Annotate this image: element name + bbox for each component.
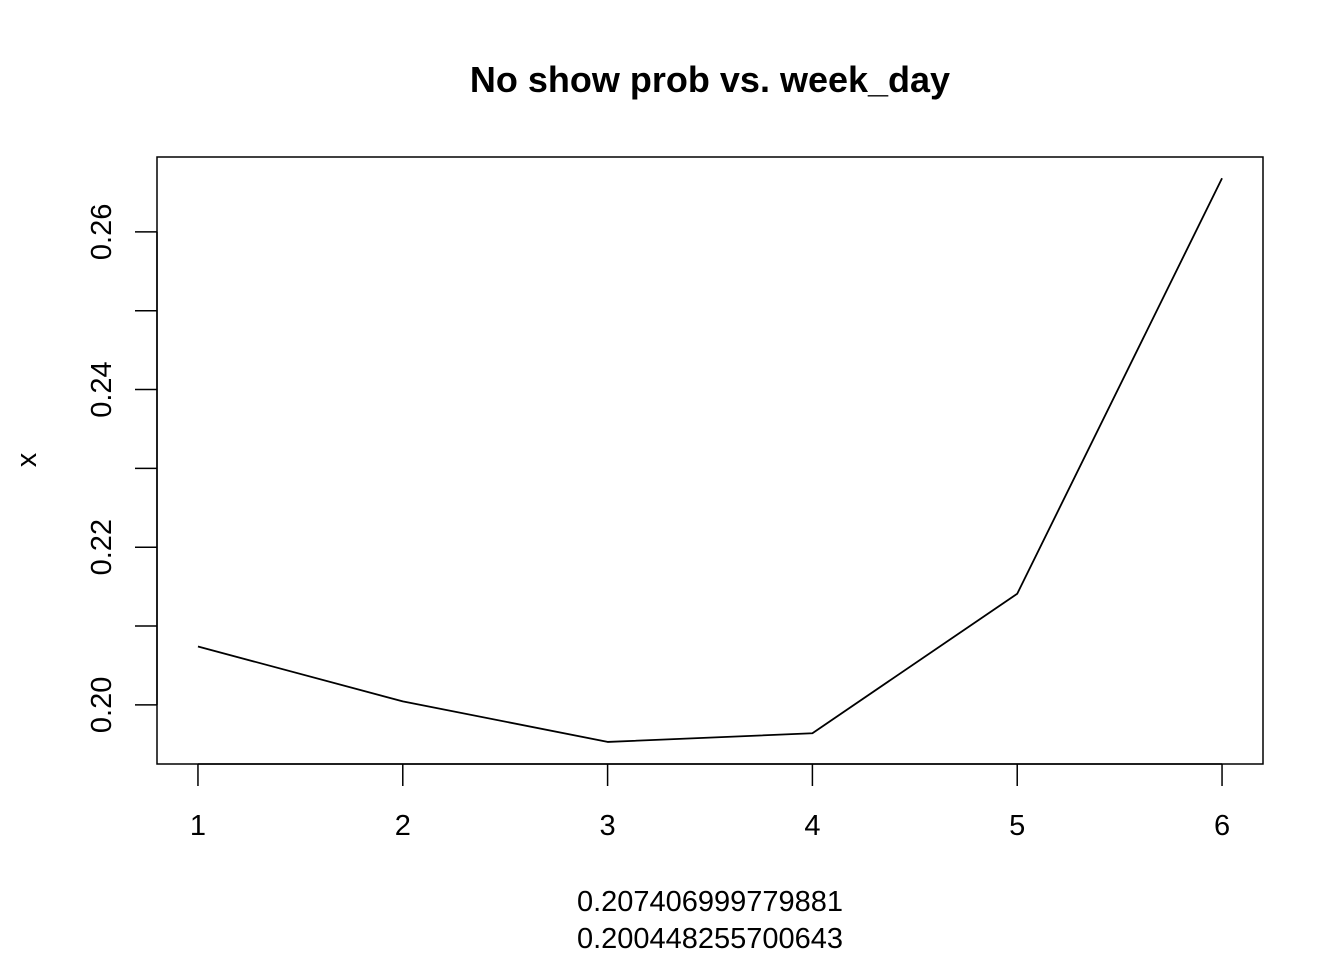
y-tick-label: 0.20 (86, 677, 118, 733)
series-line (197, 177, 1223, 743)
y-axis: 0.20 0.22 0.24 0.26 (86, 204, 158, 733)
x-tick-label: 4 (804, 810, 820, 842)
x-tick-label: 6 (1214, 810, 1230, 842)
x-tick-label: 1 (190, 810, 206, 842)
y-tick-label: 0.26 (86, 204, 118, 260)
x-tick-label: 2 (395, 810, 411, 842)
y-tick-label: 0.24 (86, 361, 118, 417)
series-group (197, 177, 1223, 743)
y-tick-label: 0.22 (86, 519, 118, 575)
x-axis-label-line-2: 0.200448255700643 (577, 923, 843, 955)
chart-title: No show prob vs. week_day (470, 59, 950, 100)
x-tick-label: 5 (1009, 810, 1025, 842)
x-tick-label: 3 (600, 810, 616, 842)
x-axis: 1 2 3 4 5 6 (190, 763, 1230, 842)
y-axis-label: x (11, 452, 43, 467)
plot-frame (156, 156, 1264, 765)
x-axis-label-line-1: 0.207406999779881 (577, 886, 843, 918)
